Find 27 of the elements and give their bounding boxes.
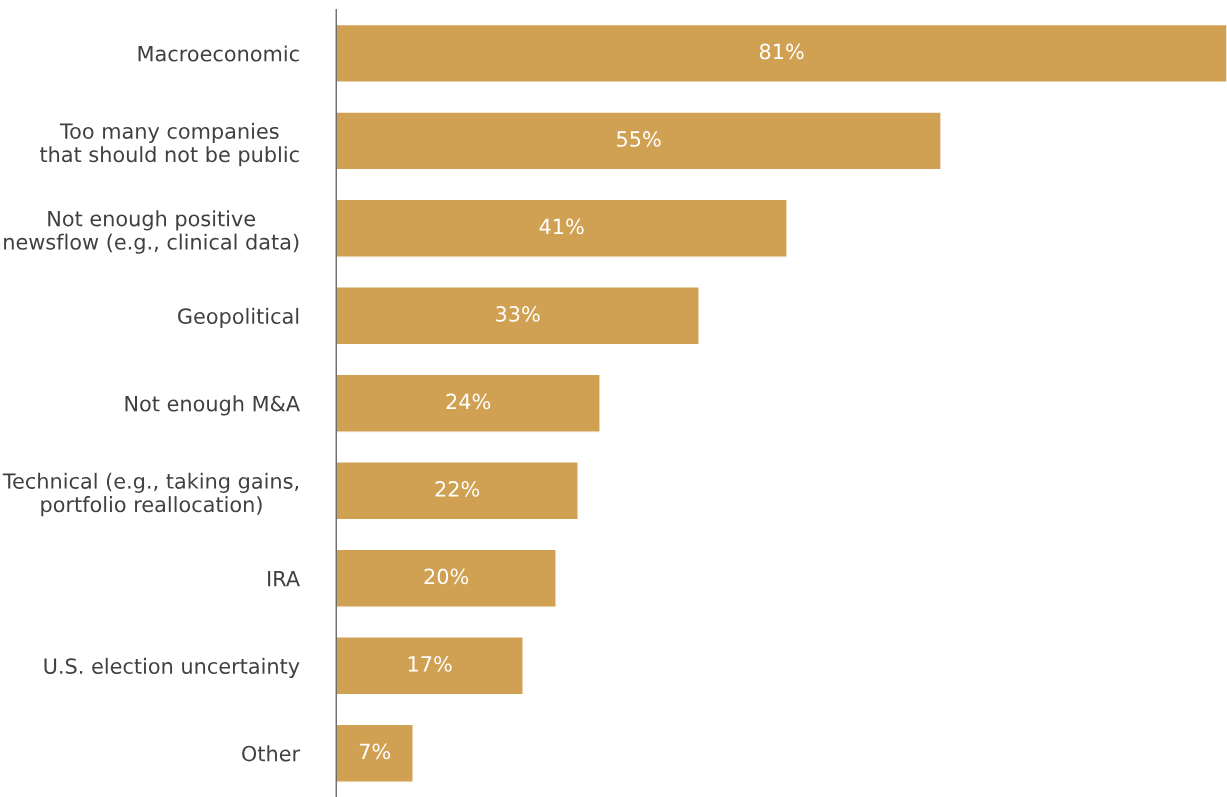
data-label: 22% — [435, 481, 480, 497]
bar — [336, 111, 942, 171]
bar — [336, 23, 1227, 83]
data-label: 41% — [539, 218, 584, 235]
y-tick-label: Too many companies that should not be public — [39, 122, 299, 167]
bar — [336, 198, 788, 258]
y-tick-label: Macroeconomic — [138, 45, 299, 62]
data-label: 17% — [408, 656, 452, 672]
y-tick-label: IRA — [268, 570, 300, 587]
data-label: 7% — [359, 743, 391, 760]
data-label: 24% — [446, 393, 491, 410]
bar — [336, 461, 579, 521]
bar — [336, 373, 601, 433]
y-tick-label: Other — [242, 745, 301, 762]
bar — [336, 636, 524, 696]
data-label: 55% — [617, 131, 661, 147]
bar — [336, 286, 700, 346]
bar — [336, 723, 414, 783]
y-tick-label: Technical (e.g., taking gains, portfolio reallocation) — [2, 472, 299, 517]
bar — [336, 548, 557, 608]
y-tick-label: U.S. election uncertainty — [44, 657, 300, 679]
y-tick-label: Geopolitical — [178, 307, 299, 329]
data-label: 20% — [424, 568, 469, 585]
y-tick-label: Not enough positive newsflow (e.g., clinical data) — [4, 210, 299, 254]
y-tick-label: Not enough M&A — [125, 395, 300, 416]
data-label: 33% — [496, 306, 540, 322]
data-label: 81% — [759, 43, 804, 60]
